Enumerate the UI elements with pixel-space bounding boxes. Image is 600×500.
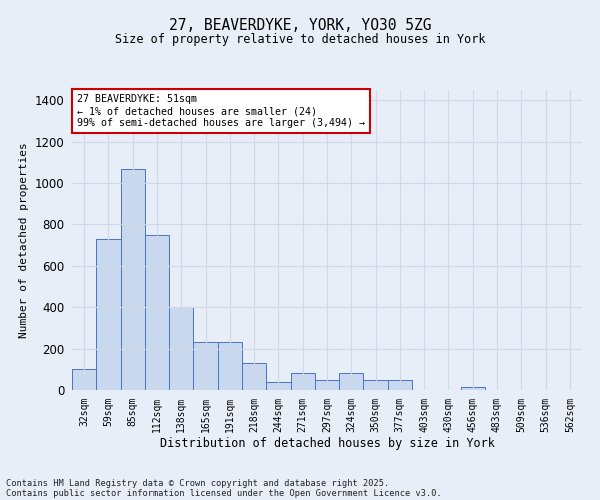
Bar [388, 380, 412, 390]
Text: 27, BEAVERDYKE, YORK, YO30 5ZG: 27, BEAVERDYKE, YORK, YO30 5ZG [169, 18, 431, 32]
Bar [218, 342, 242, 390]
Bar [364, 380, 388, 390]
Text: Contains HM Land Registry data © Crown copyright and database right 2025.: Contains HM Land Registry data © Crown c… [6, 478, 389, 488]
Text: 27 BEAVERDYKE: 51sqm
← 1% of detached houses are smaller (24)
99% of semi-detach: 27 BEAVERDYKE: 51sqm ← 1% of detached ho… [77, 94, 365, 128]
Bar [315, 380, 339, 390]
Y-axis label: Number of detached properties: Number of detached properties [19, 142, 29, 338]
Bar [72, 370, 96, 390]
Bar [461, 387, 485, 390]
Bar [266, 382, 290, 390]
Text: Contains public sector information licensed under the Open Government Licence v3: Contains public sector information licen… [6, 488, 442, 498]
Text: Size of property relative to detached houses in York: Size of property relative to detached ho… [115, 32, 485, 46]
Bar [169, 307, 193, 390]
X-axis label: Distribution of detached houses by size in York: Distribution of detached houses by size … [160, 437, 494, 450]
Bar [339, 374, 364, 390]
Bar [193, 342, 218, 390]
Bar [96, 239, 121, 390]
Bar [242, 363, 266, 390]
Bar [290, 374, 315, 390]
Bar [145, 235, 169, 390]
Bar [121, 168, 145, 390]
